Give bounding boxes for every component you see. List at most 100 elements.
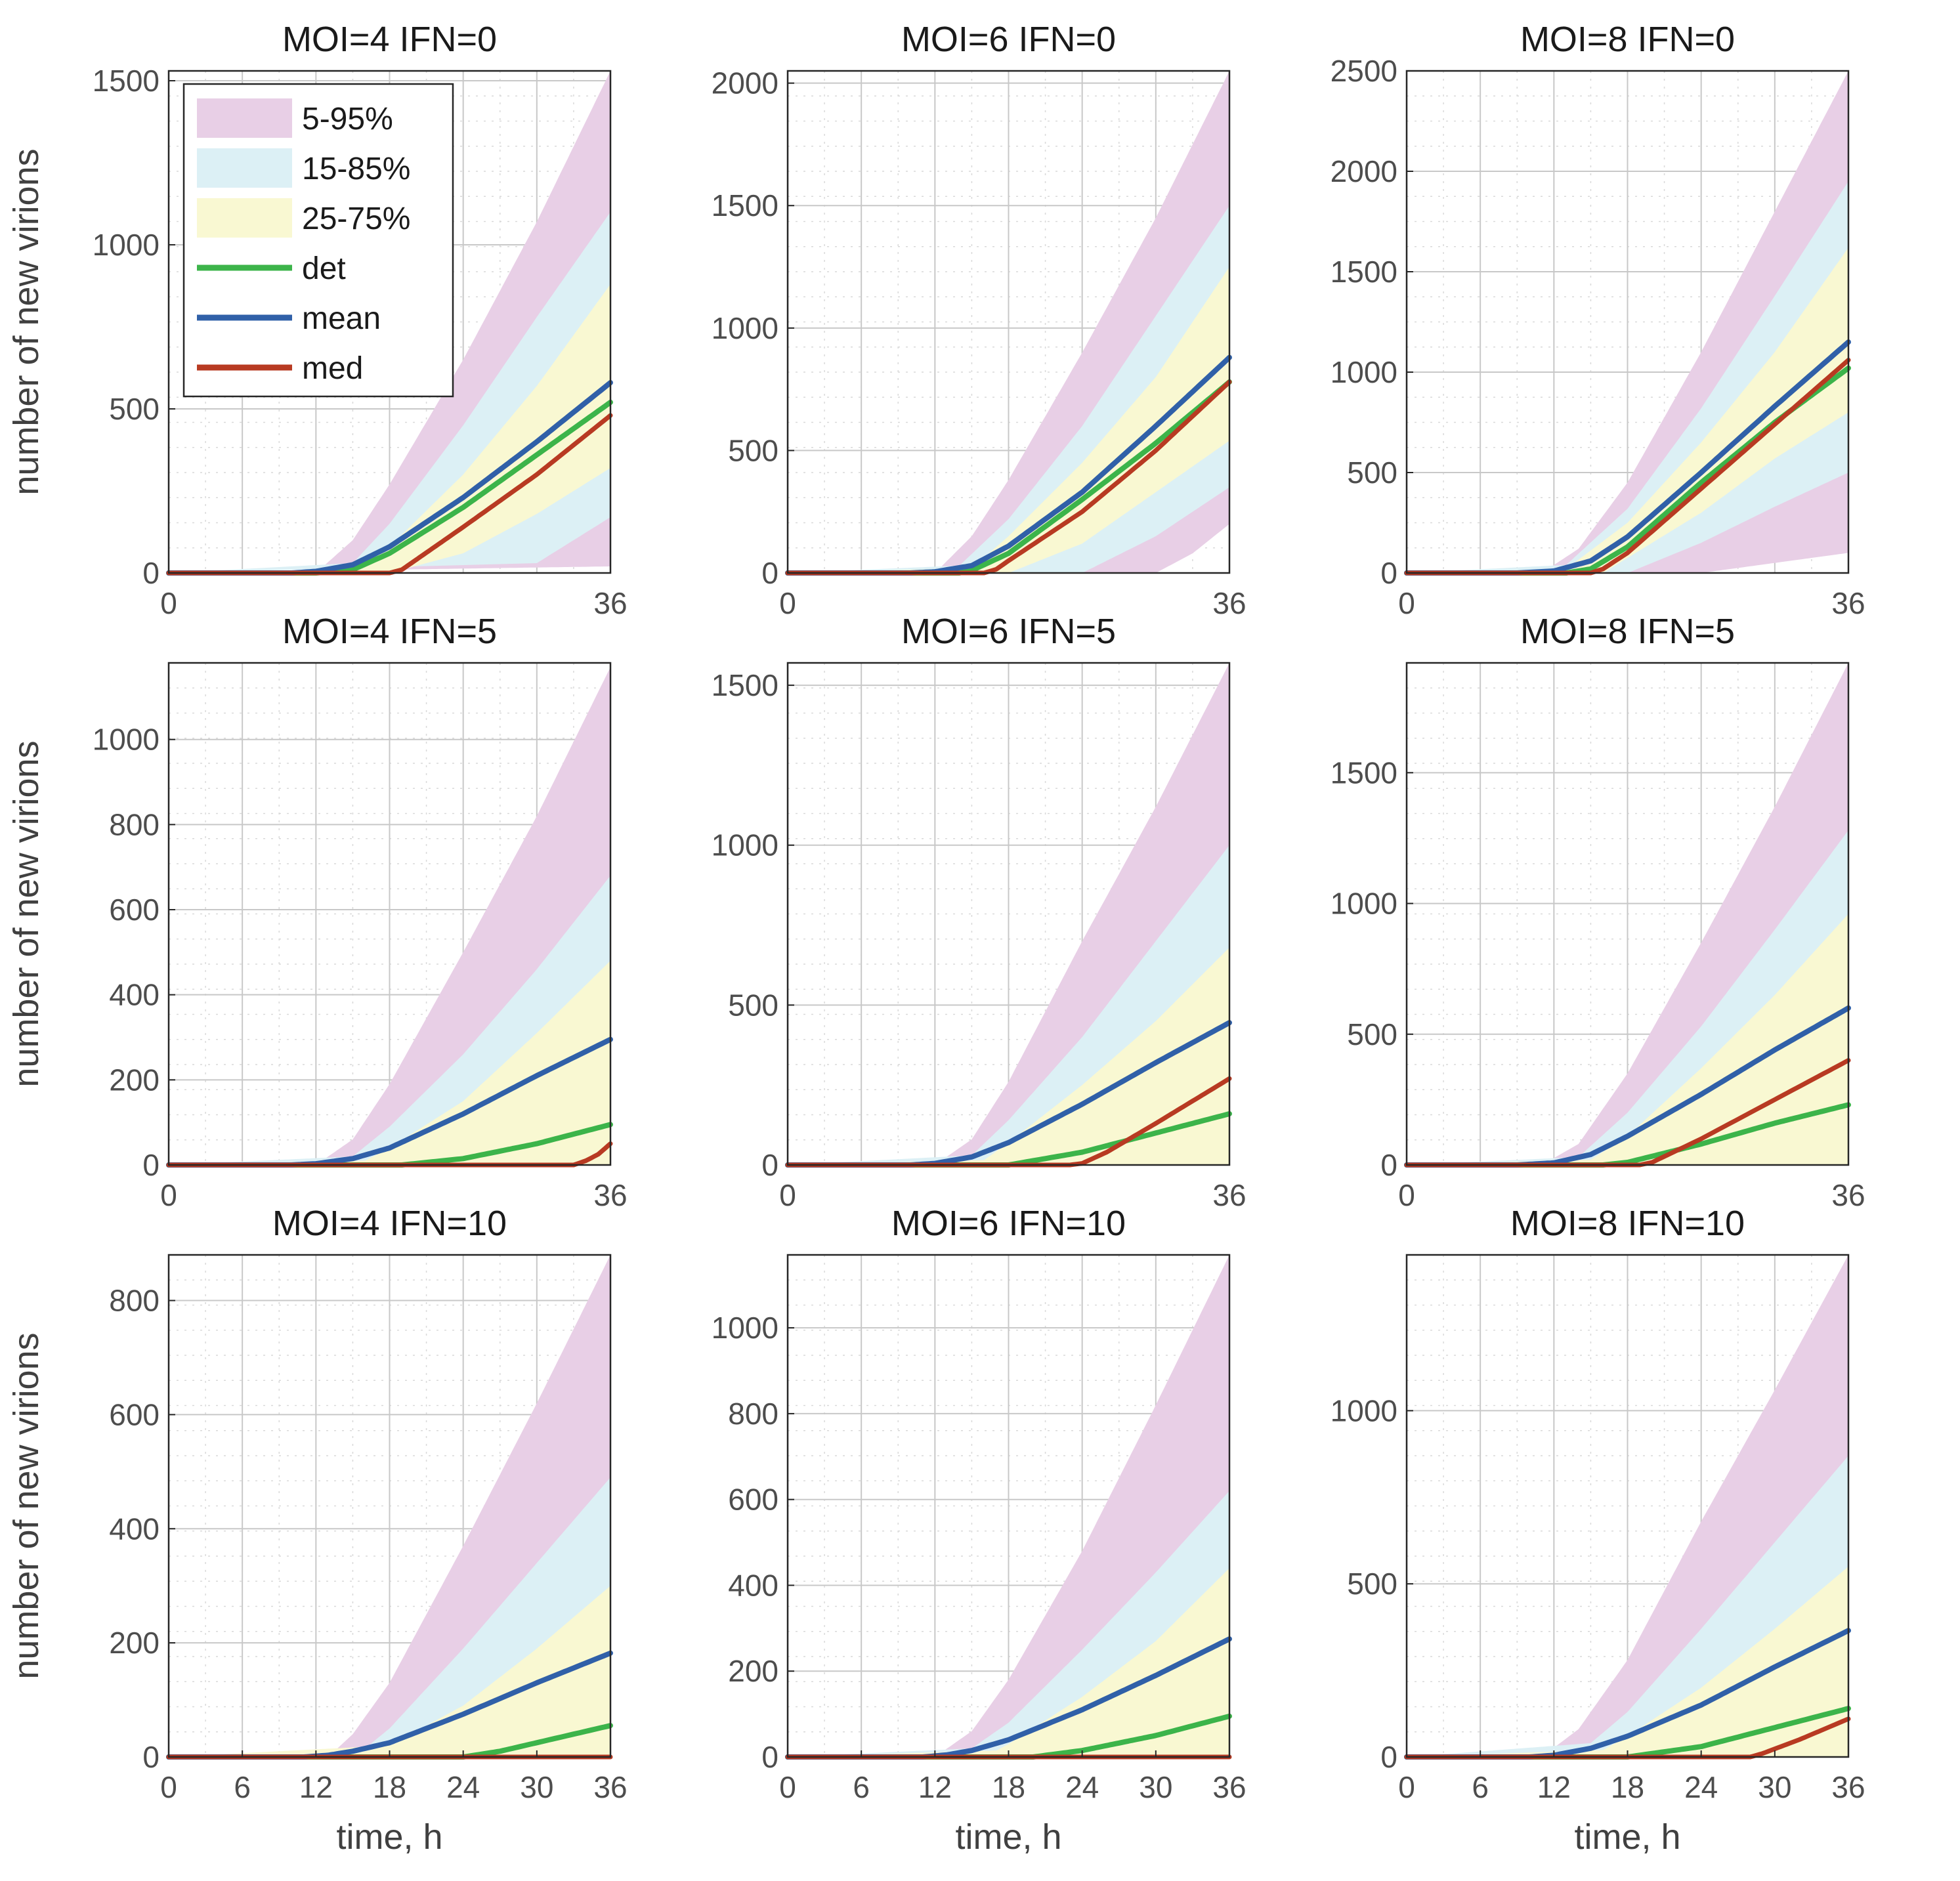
panel-title: MOI=6 IFN=0 <box>901 20 1116 59</box>
y-tick-label: 600 <box>109 893 160 927</box>
x-tick-label: 36 <box>593 586 627 620</box>
y-tick-label: 1000 <box>1331 355 1397 389</box>
y-axis-label: number of new virions <box>7 740 46 1087</box>
x-tick-label: 36 <box>1831 586 1865 620</box>
y-tick-label: 500 <box>1347 1567 1397 1601</box>
y-tick-label: 500 <box>1347 1017 1397 1051</box>
y-tick-label: 0 <box>761 1740 778 1774</box>
y-tick-label: 800 <box>728 1397 778 1431</box>
panel-5: 0 500 1000 1500 0 36 MOI=6 IFN=5 <box>712 612 1246 1212</box>
y-tick-label: 0 <box>761 1148 778 1182</box>
band-25-75pct <box>1407 247 1848 573</box>
x-tick-label: 36 <box>1212 1178 1246 1212</box>
legend: 5-95% 15-85% 25-75% det mean med <box>182 83 454 398</box>
y-tick-label: 800 <box>109 1284 160 1318</box>
panel-title: MOI=8 IFN=5 <box>1520 612 1735 651</box>
x-tick-label: 36 <box>593 1178 627 1212</box>
y-tick-label: 200 <box>109 1626 160 1660</box>
x-tick-label: 0 <box>779 1178 796 1212</box>
y-tick-label: 2500 <box>1331 54 1397 88</box>
legend-swatch-band <box>197 198 292 238</box>
y-axis-label: number of new virions <box>7 1332 46 1679</box>
legend-swatch-band <box>197 98 292 138</box>
band-25-75pct <box>788 947 1229 1165</box>
band-25-75pct <box>1407 914 1848 1165</box>
axes-box <box>167 662 612 1166</box>
x-tick-label: 0 <box>1398 586 1415 620</box>
y-tick-label: 1000 <box>1331 1393 1397 1427</box>
x-tick-label: 0 <box>160 1178 177 1212</box>
panel-7: 0 200 400 600 800 0 6 12 18 24 30 36 MOI=4 IFN=10 num… <box>7 1204 628 1857</box>
x-tick-label: 6 <box>234 1770 251 1804</box>
y-tick-label: 1000 <box>712 828 778 862</box>
x-tick-label: 0 <box>160 1770 177 1804</box>
y-tick-label: 1500 <box>93 64 160 98</box>
panel-2: 0 500 1000 1500 2000 0 36 MOI=6 IFN=0 <box>712 20 1246 620</box>
y-tick-label: 500 <box>728 433 778 467</box>
y-tick-label: 0 <box>142 1740 160 1774</box>
y-tick-label: 2000 <box>1331 154 1397 188</box>
y-tick-label: 0 <box>142 1148 160 1182</box>
y-tick-label: 500 <box>1347 455 1397 490</box>
x-tick-label: 30 <box>1758 1770 1791 1804</box>
x-tick-label: 0 <box>779 1770 796 1804</box>
panel-title: MOI=8 IFN=10 <box>1510 1204 1745 1243</box>
panel-9: 0 500 1000 0 6 12 18 24 30 36 MOI=8 IFN=10 time, h <box>1331 1204 1865 1857</box>
panel-8: 0 200 400 600 800 1000 0 6 12 18 24 30 36 MOI=6 IFN=1… <box>712 1204 1246 1857</box>
panel-3: 0 500 1000 1500 2000 2500 0 36 MOI=8 IFN=0 <box>1331 20 1865 620</box>
y-tick-label: 400 <box>109 1511 160 1546</box>
y-tick-label: 0 <box>1380 1740 1397 1774</box>
x-tick-label: 0 <box>1398 1178 1415 1212</box>
x-axis-label: time, h <box>955 1817 1061 1857</box>
y-tick-label: 1000 <box>93 723 160 757</box>
y-tick-label: 0 <box>1380 1148 1397 1182</box>
x-tick-label: 18 <box>992 1770 1025 1804</box>
x-tick-label: 24 <box>446 1770 480 1804</box>
y-tick-label: 1000 <box>712 1311 778 1345</box>
y-tick-label: 0 <box>1380 556 1397 590</box>
y-tick-label: 200 <box>109 1063 160 1097</box>
band-25-75pct <box>1407 1566 1848 1757</box>
panel-title: MOI=4 IFN=10 <box>272 1204 507 1243</box>
y-tick-label: 800 <box>109 807 160 841</box>
y-tick-label: 1000 <box>93 228 160 262</box>
y-tick-label: 500 <box>728 988 778 1022</box>
y-tick-label: 1500 <box>712 188 778 222</box>
x-tick-label: 36 <box>1831 1178 1865 1212</box>
x-tick-label: 24 <box>1684 1770 1718 1804</box>
y-axis-label: number of new virions <box>7 148 46 495</box>
panel-title: MOI=6 IFN=5 <box>901 612 1116 651</box>
legend-label: 25-75% <box>302 201 410 236</box>
x-tick-label: 6 <box>1472 1770 1489 1804</box>
x-tick-label: 36 <box>593 1770 627 1804</box>
panel-6: 0 500 1000 1500 0 36 MOI=8 IFN=5 <box>1331 612 1865 1212</box>
y-tick-label: 0 <box>142 556 160 590</box>
y-tick-label: 1500 <box>1331 255 1397 289</box>
x-tick-label: 12 <box>299 1770 333 1804</box>
y-tick-label: 500 <box>109 392 160 426</box>
y-tick-label: 2000 <box>712 66 778 100</box>
y-tick-label: 600 <box>728 1483 778 1517</box>
x-tick-label: 12 <box>1537 1770 1571 1804</box>
y-tick-label: 600 <box>109 1397 160 1431</box>
y-tick-label: 400 <box>728 1568 778 1602</box>
x-tick-label: 0 <box>779 586 796 620</box>
x-axis-label: time, h <box>1574 1817 1680 1857</box>
band-25-75pct <box>788 1568 1229 1757</box>
x-tick-label: 36 <box>1212 586 1246 620</box>
legend-swatch-band <box>197 148 292 188</box>
y-tick-label: 1000 <box>712 311 778 345</box>
y-tick-label: 400 <box>109 978 160 1012</box>
x-tick-label: 0 <box>160 586 177 620</box>
x-axis-label: time, h <box>336 1817 442 1857</box>
panel-4: 0 200 400 600 800 1000 0 36 MOI=4 IFN=5 number of… <box>7 612 628 1212</box>
band-25-75pct <box>788 266 1229 573</box>
x-tick-label: 18 <box>1611 1770 1644 1804</box>
y-tick-label: 200 <box>728 1654 778 1688</box>
x-tick-label: 0 <box>1398 1770 1415 1804</box>
x-tick-label: 36 <box>1212 1770 1246 1804</box>
axes-box <box>786 70 1231 574</box>
x-tick-label: 12 <box>918 1770 952 1804</box>
band-25-75pct <box>169 960 610 1165</box>
